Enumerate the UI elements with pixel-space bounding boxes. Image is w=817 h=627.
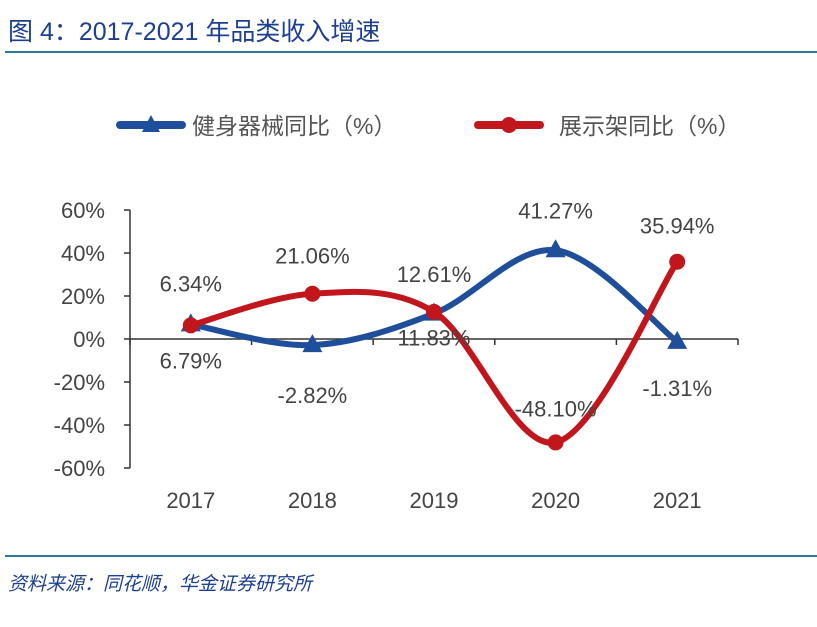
source-divider (5, 555, 817, 557)
data-label: 6.34% (160, 271, 222, 296)
triangle-marker (545, 239, 566, 258)
y-tick-label: 40% (61, 241, 105, 266)
source-note: 资料来源：同花顺，华金证券研究所 (8, 574, 313, 595)
x-tick-label: 2017 (166, 488, 215, 513)
y-tick-label: 0% (73, 327, 105, 352)
data-label: -2.82% (278, 383, 348, 408)
x-tick-label: 2019 (410, 488, 459, 513)
circle-marker (669, 253, 686, 270)
data-label: 35.94% (640, 214, 715, 239)
legend-circle-icon (501, 117, 517, 133)
data-label: 12.61% (397, 262, 472, 287)
x-tick-label: 2021 (653, 488, 702, 513)
data-label: 21.06% (275, 244, 350, 269)
circle-marker (547, 434, 564, 451)
series-line (190, 260, 680, 446)
data-label: 11.83% (398, 326, 471, 351)
circle-marker (304, 285, 321, 302)
data-label: 41.27% (518, 198, 593, 223)
triangle-marker (302, 334, 323, 353)
legend-label: 展示架同比（%） (559, 113, 740, 139)
circle-marker (182, 317, 199, 334)
y-tick-label: 60% (61, 198, 105, 223)
data-label: 6.79% (160, 348, 222, 373)
circle-marker (426, 303, 442, 320)
y-tick-label: 20% (61, 284, 105, 309)
legend-triangle-icon (142, 115, 160, 132)
y-tick-label: -20% (54, 370, 105, 395)
series-display-rack (182, 253, 686, 451)
y-tick-label: -60% (54, 456, 105, 481)
figure-title: 图 4：2017-2021 年品类收入增速 (8, 18, 381, 46)
data-label: -48.10% (515, 396, 597, 421)
y-tick-label: -40% (54, 413, 105, 438)
data-label: -1.31% (642, 376, 712, 401)
title-divider (5, 51, 817, 53)
legend-label: 健身器械同比（%） (192, 113, 396, 139)
triangle-marker (667, 330, 688, 349)
x-tick-label: 2020 (531, 488, 580, 513)
x-tick-label: 2018 (288, 488, 337, 513)
